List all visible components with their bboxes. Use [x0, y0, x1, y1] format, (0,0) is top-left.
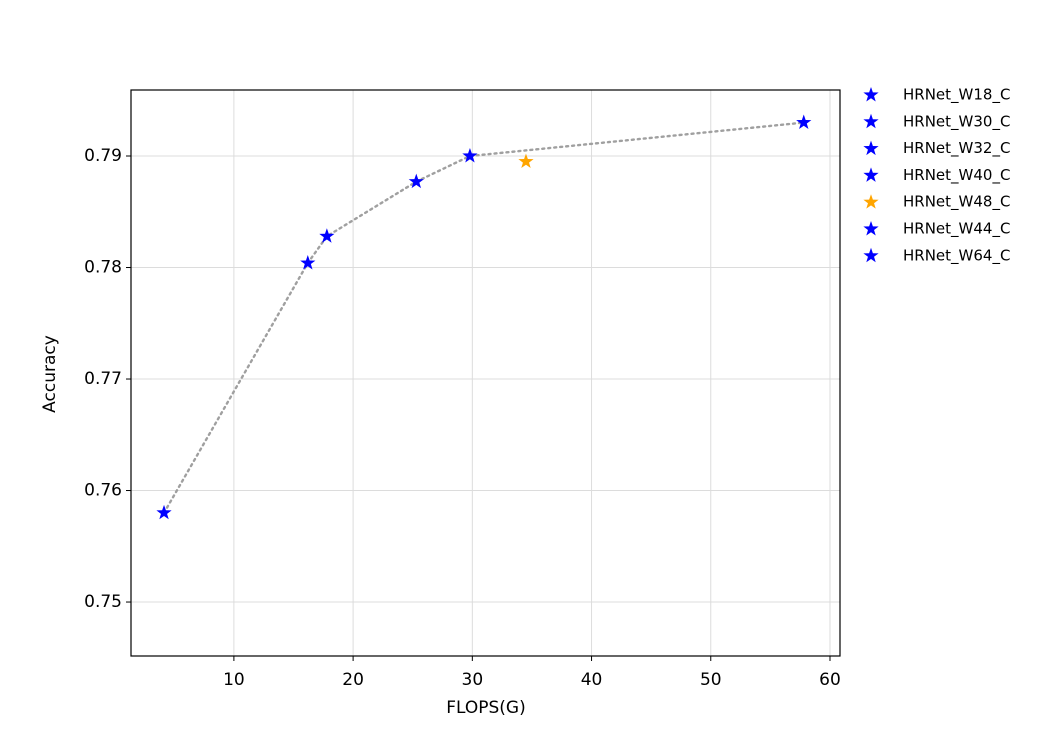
point: [300, 255, 316, 270]
point: [319, 228, 335, 243]
trend-line: [162, 121, 805, 515]
x-tick-label: 50: [700, 670, 722, 690]
legend-marker: [863, 113, 879, 129]
x-tick-label: 30: [462, 670, 484, 690]
legend-label: HRNet_W32_C: [903, 139, 1010, 158]
x-tick-label: 20: [342, 670, 364, 690]
legend-label: HRNet_W18_C: [903, 86, 1010, 105]
legend-label: HRNet_W64_C: [903, 246, 1010, 265]
point: [462, 148, 478, 163]
legend-label: HRNet_W30_C: [903, 112, 1010, 131]
point: [796, 114, 812, 130]
x-tick-label: 10: [223, 670, 245, 690]
point: [156, 504, 172, 520]
y-tick-label: 0.79: [84, 146, 122, 166]
x-tick-label: 60: [819, 670, 841, 690]
y-tick-label: 0.75: [84, 592, 122, 612]
legend-label: HRNet_W40_C: [903, 166, 1010, 185]
legend-marker: [863, 221, 879, 236]
x-tick-label: 40: [581, 670, 603, 690]
legend-marker: [863, 247, 879, 263]
x-axis-label: FLOPS(G): [446, 698, 526, 718]
legend-marker: [863, 194, 879, 209]
y-axis-label: Accuracy: [40, 335, 60, 413]
legend-marker: [863, 87, 879, 102]
point: [408, 173, 424, 189]
point: [518, 153, 534, 169]
plot-frame: [130, 89, 841, 657]
legend-label: HRNet_W48_C: [903, 193, 1010, 212]
y-tick-label: 0.77: [84, 369, 122, 389]
y-tick-label: 0.76: [84, 481, 122, 501]
legend-marker: [863, 167, 879, 182]
legend-marker: [863, 140, 879, 156]
legend-label: HRNet_W44_C: [903, 220, 1010, 239]
y-tick-label: 0.78: [84, 258, 122, 278]
